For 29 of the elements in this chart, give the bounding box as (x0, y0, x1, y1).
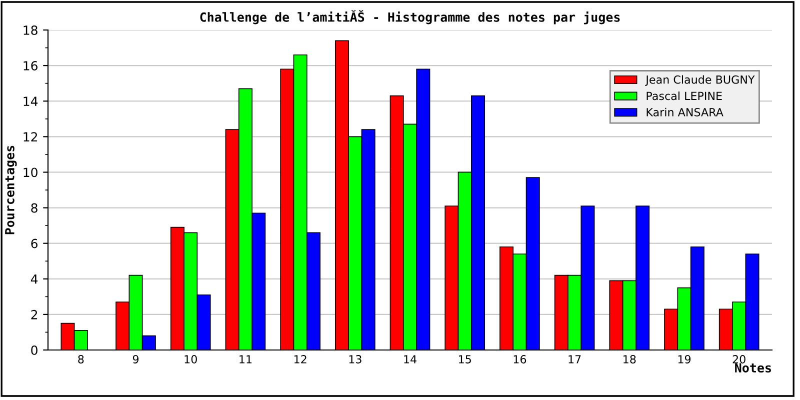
y-tick-label: 12 (24, 132, 38, 142)
y-tick-label: 18 (24, 25, 38, 35)
x-tick-label: 11 (240, 355, 252, 364)
x-tick-label: 16 (514, 355, 526, 364)
y-tick-label: 0 (31, 345, 38, 355)
y-tick-label: 6 (31, 238, 38, 248)
y-tick-label: 8 (31, 203, 38, 213)
x-tick-label: 14 (404, 355, 416, 364)
x-tick-label: 15 (459, 355, 471, 364)
legend-label: Pascal LEPINE (646, 92, 722, 100)
x-tick-label: 12 (294, 355, 306, 364)
y-axis-title: Pourcentages (5, 146, 17, 234)
legend-label: Jean Claude BUGNY (645, 75, 755, 86)
x-tick-label: 18 (624, 355, 636, 364)
y-tick-label: 4 (30, 274, 38, 284)
x-tick-label: 9 (132, 355, 139, 364)
x-tick-label: 13 (349, 355, 362, 364)
x-axis-title: Notes (735, 363, 771, 373)
x-tick-label: 19 (678, 355, 691, 364)
legend-label: Karin ANSARA (646, 108, 724, 116)
y-tick-label: 16 (24, 61, 38, 70)
x-tick-label: 20 (732, 355, 746, 364)
y-tick-label: 2 (31, 310, 38, 320)
x-tick-label: 8 (78, 355, 84, 364)
x-tick-label: 17 (568, 355, 581, 364)
x-tick-label: 10 (184, 355, 197, 364)
chart-title: Challenge de l’amitiĂŠ - Histogramme des notes par juges (200, 10, 620, 24)
y-tick-label: 10 (24, 168, 38, 178)
y-tick-label: 14 (24, 96, 38, 106)
